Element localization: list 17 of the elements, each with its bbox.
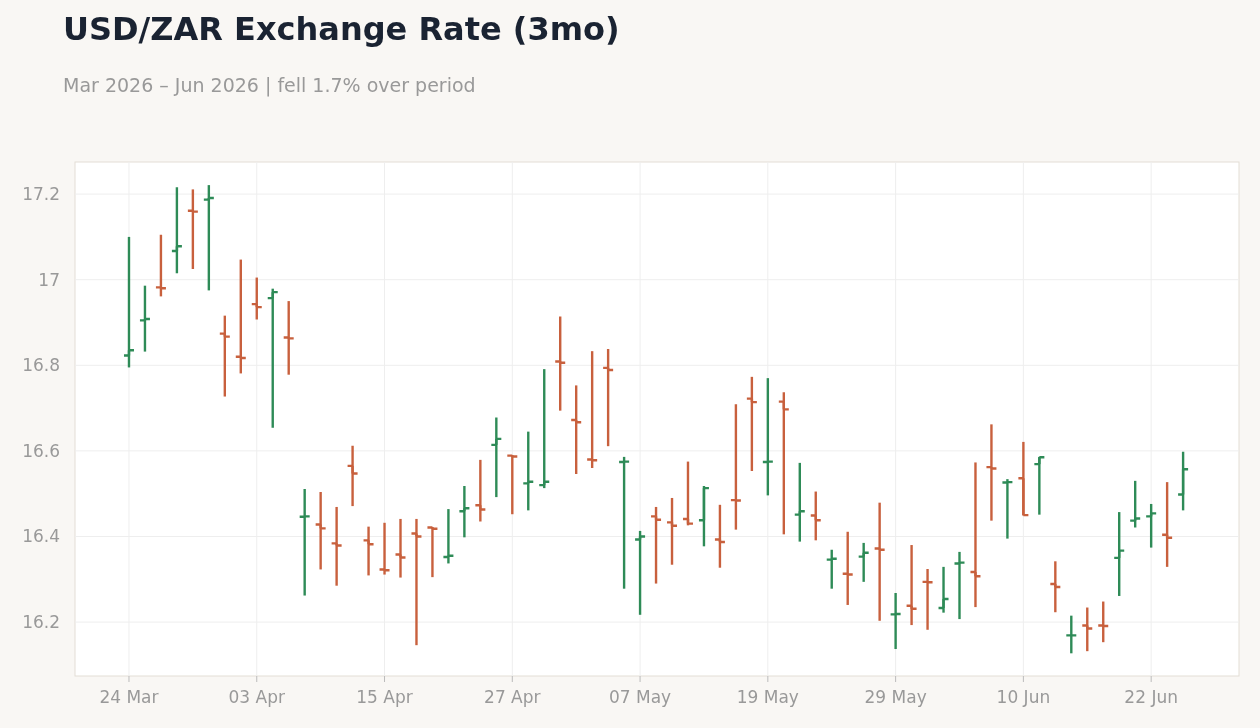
x-tick-label: 27 Apr <box>484 687 541 707</box>
x-tick-label: 24 Mar <box>99 687 159 707</box>
x-tick-label: 29 May <box>864 687 927 707</box>
x-tick-label: 19 May <box>736 687 799 707</box>
y-tick-label: 16.4 <box>22 526 60 547</box>
x-tick-label: 15 Apr <box>356 687 413 707</box>
x-tick-label: 10 Jun <box>996 687 1051 707</box>
chart-title: USD/ZAR Exchange Rate (3mo) <box>63 10 620 48</box>
x-tick-label: 07 May <box>608 687 672 707</box>
y-tick-label: 16.8 <box>22 355 60 376</box>
y-tick-label: 16.6 <box>22 440 60 461</box>
y-tick-label: 17.2 <box>22 184 60 205</box>
x-tick-label: 03 Apr <box>228 687 285 707</box>
y-tick-label: 16.2 <box>22 612 60 633</box>
chart-subtitle: Mar 2026 – Jun 2026 | fell 1.7% over period <box>63 74 476 97</box>
x-tick-label: 22 Jun <box>1124 687 1178 707</box>
y-tick-label: 17 <box>38 269 60 290</box>
